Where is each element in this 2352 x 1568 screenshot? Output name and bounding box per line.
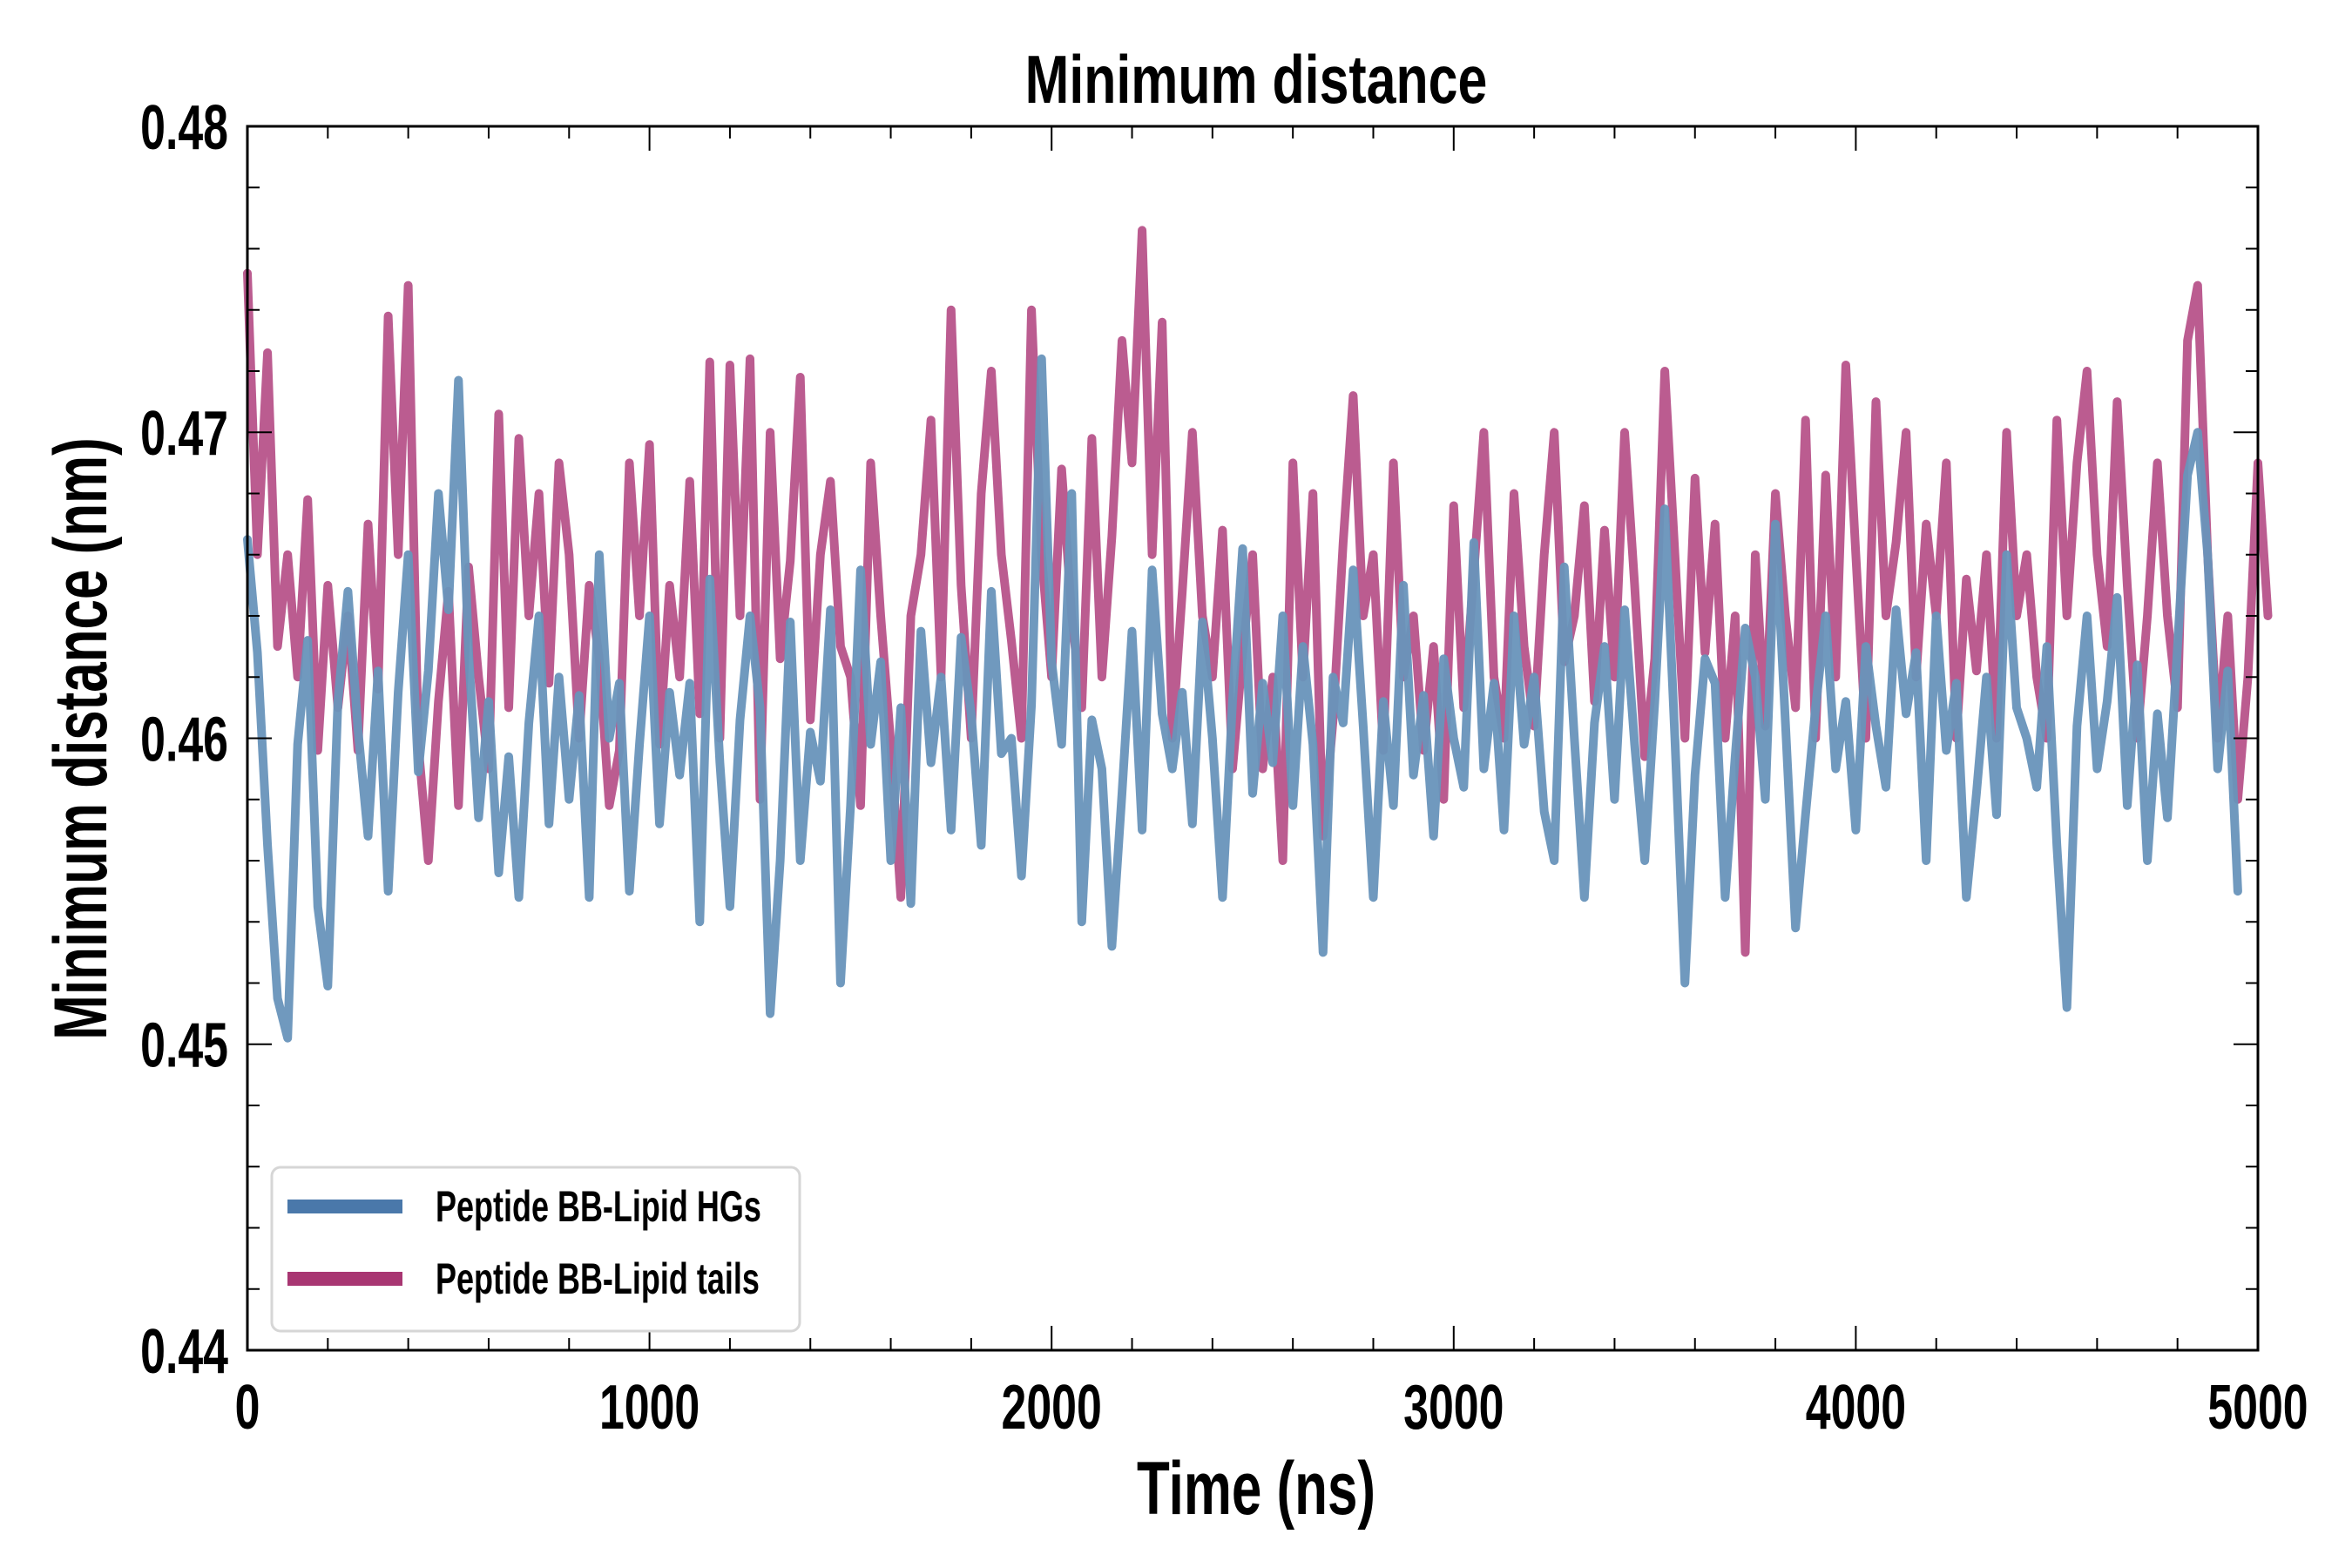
y-tick-label: 0.47 [140, 399, 228, 469]
series-layer [243, 226, 2273, 1043]
x-tick-label: 1000 [599, 1373, 700, 1443]
legend-box [270, 1166, 801, 1333]
x-tick-labels: 0 1000 2000 3000 4000 5000 [235, 1373, 2308, 1443]
axis-ticks [247, 125, 2259, 1351]
legend-label-tails: Peptide BB-Lipid tails [436, 1255, 760, 1303]
legend: Peptide BB-Lipid HGs Peptide BB-Lipid ta… [270, 1166, 801, 1333]
y-tick-labels: 0.44 0.45 0.46 0.47 0.48 [140, 93, 228, 1387]
x-tick-label: 3000 [1403, 1373, 1504, 1443]
x-tick-label: 2000 [1002, 1373, 1102, 1443]
y-tick-label: 0.48 [140, 93, 228, 163]
x-tick-label: 0 [235, 1373, 260, 1443]
y-tick-label: 0.45 [140, 1010, 228, 1080]
x-tick-label: 5000 [2207, 1373, 2308, 1443]
y-axis-label: Minimum distance (nm) [38, 437, 122, 1039]
legend-label-hgs: Peptide BB-Lipid HGs [436, 1183, 761, 1231]
y-tick-label: 0.46 [140, 705, 228, 774]
chart-title: Minimum distance [1025, 42, 1488, 118]
x-axis-label: Time (ns) [1137, 1446, 1375, 1530]
x-tick-label: 4000 [1806, 1373, 1906, 1443]
series-line-hgs [243, 354, 2242, 1043]
y-tick-label: 0.44 [140, 1317, 228, 1387]
series-line-tails [243, 226, 2273, 957]
